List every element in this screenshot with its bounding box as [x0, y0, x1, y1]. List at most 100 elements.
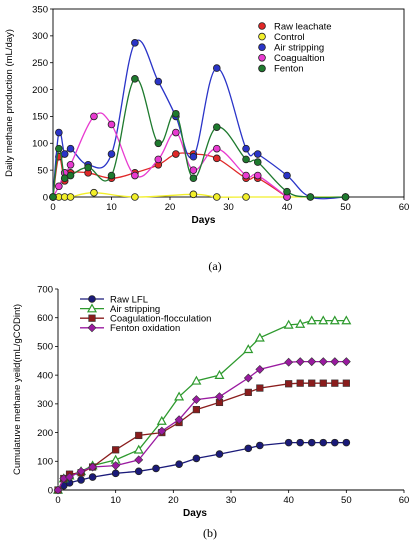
control-point — [66, 193, 75, 201]
legend-raw-leachate-point — [258, 22, 266, 30]
fenton-point — [131, 75, 139, 83]
y-tick-label: 150 — [32, 112, 48, 123]
legend-coagualtion-point — [258, 53, 266, 62]
fenton-oxidation-point — [341, 357, 351, 367]
legend-fenton-point — [258, 64, 266, 73]
air-stripping-point — [55, 128, 63, 137]
legend-fenton-oxidation-point — [87, 323, 97, 333]
fenton-point — [213, 123, 221, 131]
air-stripping-point — [66, 144, 75, 153]
panel-label: (b) — [203, 526, 217, 540]
raw-lfl-point — [342, 438, 351, 447]
y-tick-label: 50 — [37, 165, 48, 176]
series-control — [49, 188, 350, 201]
air-stripping-point — [242, 144, 250, 153]
air-stripping-point — [253, 150, 262, 158]
fenton-point — [154, 139, 163, 148]
coagualtion-point — [172, 128, 180, 137]
x-tick-label: 20 — [168, 495, 179, 506]
x-tick-label: 40 — [283, 495, 294, 506]
raw-lfl-point — [88, 473, 97, 481]
legend-air-stripping-point — [86, 303, 98, 313]
fenton-point — [253, 158, 262, 166]
air-stripping-point — [189, 152, 198, 161]
fenton-point — [107, 171, 116, 180]
coagualtion-point — [131, 171, 139, 180]
control-point — [189, 190, 198, 199]
coagualtion-point — [154, 155, 163, 164]
x-tick-label: 60 — [399, 202, 410, 213]
raw-lfl-point — [77, 476, 85, 484]
coagulation-flocculation-point — [192, 405, 201, 414]
series-coagualtion — [49, 112, 291, 201]
legend-raw-lfl-point — [88, 295, 96, 303]
panel-label: (a) — [208, 259, 221, 273]
fenton-oxidation-point — [174, 415, 184, 425]
y-tick-label: 400 — [37, 370, 53, 381]
raw-lfl-point — [330, 438, 339, 447]
air-stripping-point — [318, 315, 329, 325]
coagualtion-point — [242, 171, 250, 180]
y-tick-label: 100 — [37, 457, 53, 468]
coagulation-flocculation-point — [319, 379, 327, 387]
air-stripping-point — [154, 77, 163, 86]
fenton-oxidation-point — [53, 485, 63, 495]
fenton-oxidation-point — [255, 364, 265, 374]
fenton-oxidation-point — [307, 357, 317, 367]
x-tick-label: 30 — [223, 202, 234, 213]
y-tick-label: 250 — [32, 58, 48, 69]
raw-lfl-point — [175, 460, 183, 468]
air-stripping-point — [191, 375, 202, 385]
fenton-point — [66, 171, 75, 180]
y-tick-label: 300 — [32, 31, 48, 42]
y-tick-label: 700 — [37, 284, 53, 295]
raw-lfl-point — [307, 438, 316, 447]
x-tick-label: 20 — [165, 202, 176, 213]
x-axis-label: Days — [183, 508, 207, 519]
coagualtion-point — [253, 171, 262, 180]
y-tick-label: 300 — [37, 399, 53, 410]
air-stripping-point — [213, 64, 221, 72]
fenton-oxidation-point — [191, 395, 201, 404]
y-tick-label: 100 — [32, 139, 48, 150]
air-stripping-point — [306, 315, 317, 325]
x-tick-label: 50 — [340, 202, 351, 213]
air-stripping-point — [107, 150, 116, 158]
raw-lfl-point — [111, 469, 120, 478]
legend-label-fenton-oxidation: Fenton oxidation — [110, 323, 180, 334]
raw-lfl-point — [152, 464, 160, 473]
fenton-point — [341, 193, 350, 201]
fenton-oxidation-point — [318, 357, 328, 367]
coagulation-flocculation-point — [256, 384, 264, 392]
legend-label-coagulation-flocculation: Coagulation-flocculation — [110, 314, 211, 325]
y-axis-label: Daily methane production (mL/day) — [4, 29, 15, 177]
legend-control-point — [258, 32, 266, 41]
series-fenton-oxidation — [53, 357, 351, 495]
raw-leachate-point — [213, 154, 221, 163]
raw-leachate-point — [172, 150, 180, 158]
air-stripping-point — [214, 369, 225, 379]
legend-label-control: Control — [274, 32, 305, 43]
coagulation-flocculation-point — [135, 431, 143, 440]
y-axis-label: Cumulatuve methane yeild(mL/gCODint) — [12, 304, 23, 475]
x-axis-label: Days — [192, 215, 216, 226]
legend-air-stripping-point — [258, 43, 266, 51]
y-tick-label: 200 — [32, 85, 48, 96]
control-point — [242, 193, 250, 201]
coagulation-flocculation-point — [112, 446, 120, 454]
raw-lfl-point — [319, 438, 328, 447]
fenton-oxidation-point — [76, 466, 86, 476]
air-stripping-point — [283, 319, 294, 329]
air-stripping-point — [156, 415, 167, 425]
fenton-oxidation-point — [295, 357, 305, 367]
coagulation-flocculation-point — [342, 379, 350, 387]
raw-lfl-point — [244, 444, 253, 453]
control-point — [131, 193, 139, 201]
legend-label-air-stripping: Air stripping — [110, 304, 160, 315]
coagualtion-point — [107, 120, 116, 129]
control-point — [90, 188, 98, 197]
coagulation-flocculation-point — [331, 379, 339, 387]
